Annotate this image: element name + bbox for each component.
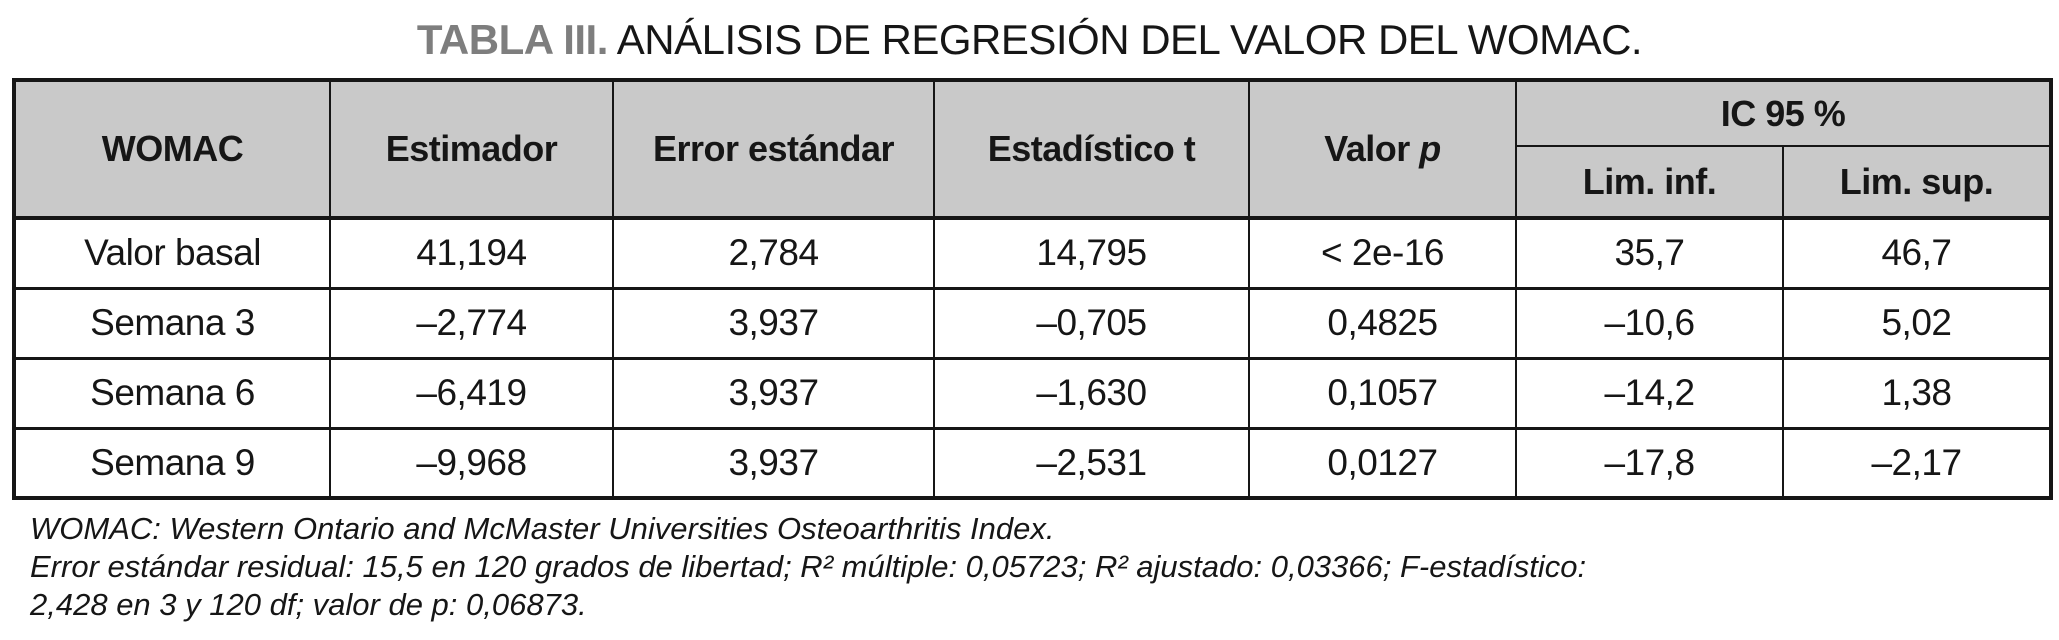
cell-lim-inf: –10,6: [1515, 287, 1784, 360]
cell-lim-sup: 5,02: [1782, 287, 2052, 360]
valor-p-symbol: p: [1419, 128, 1441, 169]
cell-lim-sup: –2,17: [1782, 427, 2052, 500]
col-header-valor-p: Valor p: [1248, 79, 1517, 220]
header-row-main: WOMAC Estimador Error estándar Estadísti…: [13, 79, 2052, 220]
cell-t: –2,531: [933, 427, 1250, 500]
cell-p: 0,4825: [1248, 287, 1517, 360]
valor-p-prefix: Valor: [1324, 128, 1410, 169]
cell-estimador: 41,194: [329, 217, 614, 290]
row-label: Semana 3: [13, 287, 331, 360]
cell-estimador: –9,968: [329, 427, 614, 500]
cell-lim-sup: 46,7: [1782, 217, 2052, 290]
table-header: WOMAC Estimador Error estándar Estadísti…: [13, 79, 2052, 220]
header-row-sub: Lim. inf. Lim. sup.: [14, 145, 2052, 220]
cell-t: –0,705: [933, 287, 1250, 360]
col-header-estadistico-t: Estadístico t: [933, 79, 1250, 220]
cell-error: 3,937: [612, 427, 935, 500]
col-header-estimador: Estimador: [329, 79, 614, 220]
table-row: Semana 6 –6,419 3,937 –1,630 0,1057 –14,…: [13, 357, 2052, 430]
cell-t: –1,630: [933, 357, 1250, 430]
col-header-womac: WOMAC: [13, 79, 331, 220]
cell-p: 0,0127: [1248, 427, 1517, 500]
col-header-lim-sup: Lim. sup.: [1782, 145, 2052, 220]
table-footnotes: WOMAC: Western Ontario and McMaster Univ…: [30, 510, 2059, 624]
cell-t: 14,795: [933, 217, 1250, 290]
cell-error: 3,937: [612, 287, 935, 360]
table-title-text: ANÁLISIS DE REGRESIÓN DEL VALOR DEL WOMA…: [616, 16, 1643, 63]
cell-estimador: –2,774: [329, 287, 614, 360]
regression-table: WOMAC Estimador Error estándar Estadísti…: [12, 78, 2053, 500]
cell-lim-sup: 1,38: [1782, 357, 2052, 430]
cell-error: 2,784: [612, 217, 935, 290]
cell-lim-inf: 35,7: [1515, 217, 1784, 290]
col-header-lim-inf: Lim. inf.: [1515, 145, 1784, 220]
cell-estimador: –6,419: [329, 357, 614, 430]
row-label: Valor basal: [13, 217, 331, 290]
table-body: Valor basal 41,194 2,784 14,795 < 2e-16 …: [13, 217, 2052, 500]
footnote-womac-definition: WOMAC: Western Ontario and McMaster Univ…: [30, 511, 1055, 546]
footnote-model-stats-line2: 2,428 en 3 y 120 df; valor de p: 0,06873…: [30, 587, 587, 622]
table-title: TABLA III. ANÁLISIS DE REGRESIÓN DEL VAL…: [0, 0, 2059, 78]
cell-p: 0,1057: [1248, 357, 1517, 430]
cell-error: 3,937: [612, 357, 935, 430]
table-row: Valor basal 41,194 2,784 14,795 < 2e-16 …: [13, 217, 2052, 290]
cell-lim-inf: –17,8: [1515, 427, 1784, 500]
table-row: Semana 3 –2,774 3,937 –0,705 0,4825 –10,…: [13, 287, 2052, 360]
col-header-error-estandar: Error estándar: [612, 79, 935, 220]
cell-p: < 2e-16: [1248, 217, 1517, 290]
row-label: Semana 6: [13, 357, 331, 430]
col-header-ic95: IC 95 %: [1515, 79, 2052, 147]
footnote-model-stats-line1: Error estándar residual: 15,5 en 120 gra…: [30, 549, 1587, 584]
table-title-number: TABLA III.: [416, 16, 608, 63]
cell-lim-inf: –14,2: [1515, 357, 1784, 430]
row-label: Semana 9: [13, 427, 331, 500]
table-row: Semana 9 –9,968 3,937 –2,531 0,0127 –17,…: [13, 427, 2052, 500]
